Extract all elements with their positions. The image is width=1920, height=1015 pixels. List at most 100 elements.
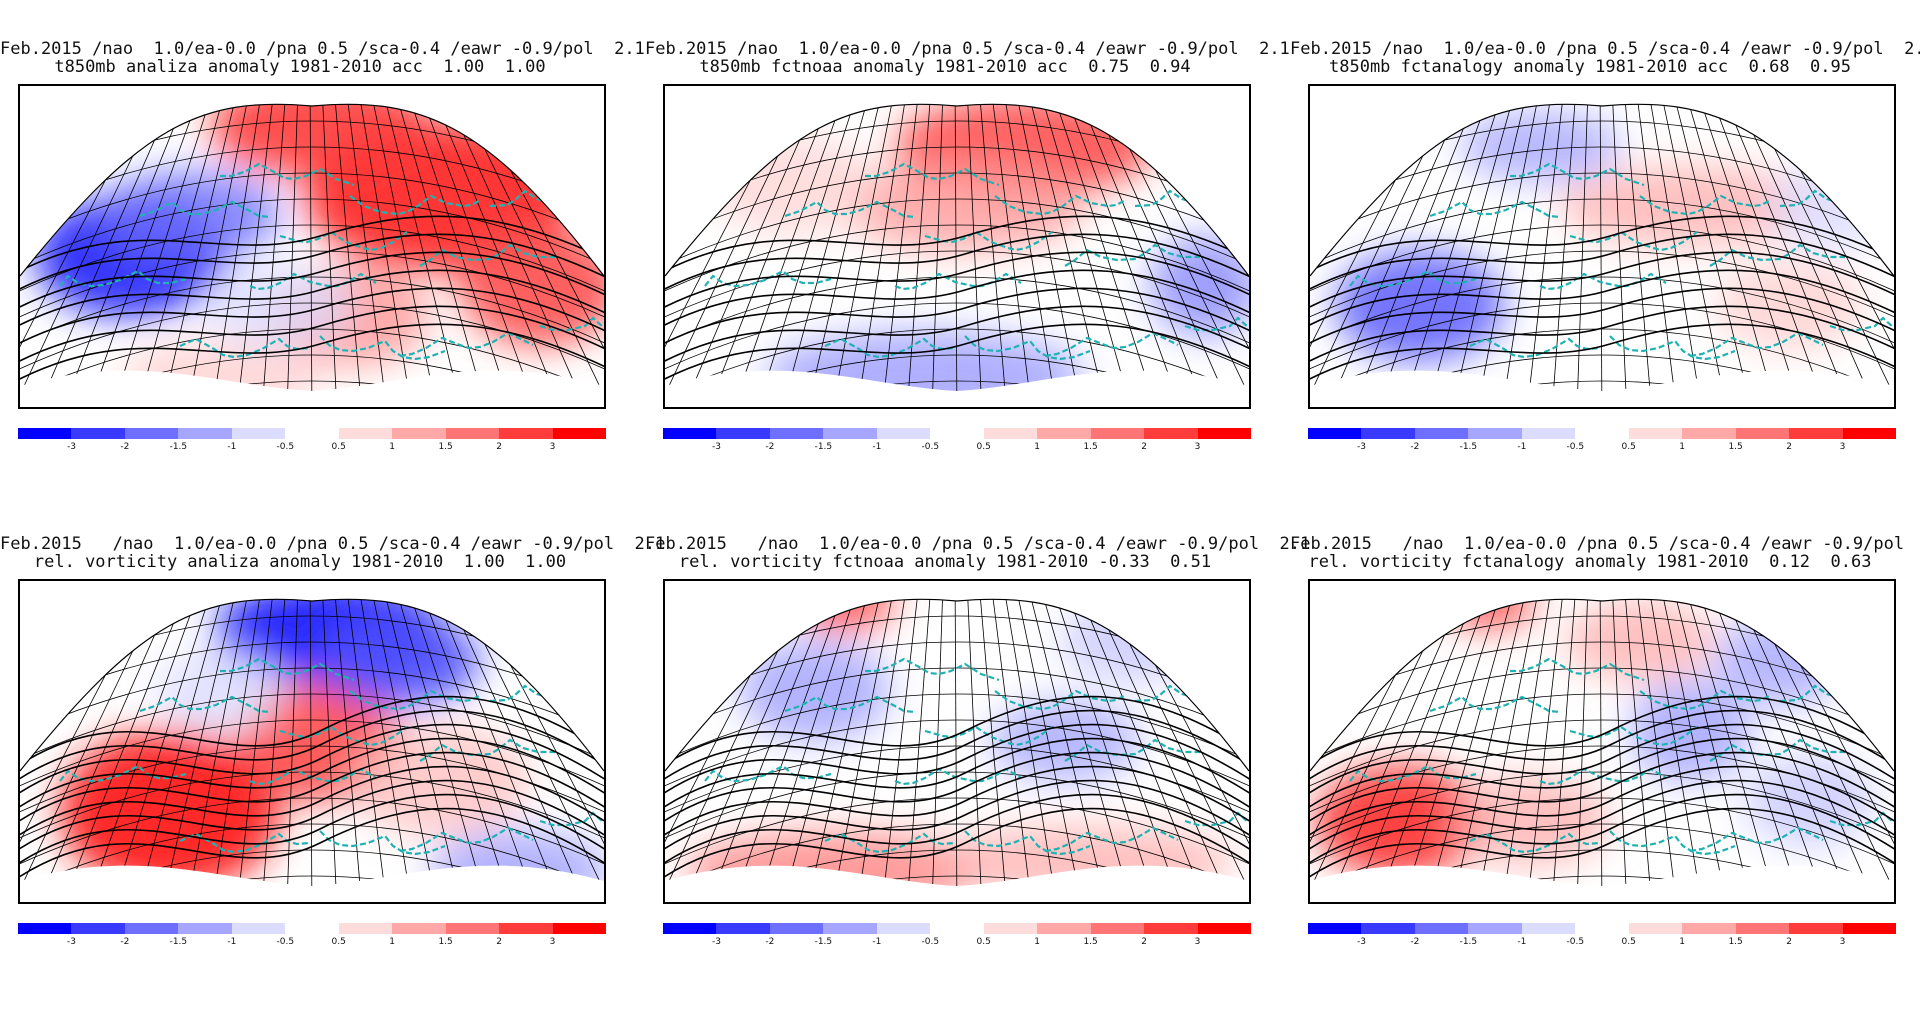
contour-lines <box>665 215 1249 385</box>
colorbar-swatch <box>1308 428 1362 439</box>
colorbar-swatch <box>769 923 824 934</box>
contour-lines <box>20 215 604 385</box>
colorbar-tick-label: 2 <box>496 442 502 452</box>
panel-title-line2: rel. vorticity fctanalogy anomaly 1981-2… <box>1308 552 1872 572</box>
colorbar-tick-label: -1 <box>227 442 237 452</box>
anomaly-map <box>1310 598 1894 886</box>
colorbar-tick-label: 1 <box>389 442 396 452</box>
colorbar-tick-label: 1.5 <box>1083 937 1098 947</box>
colorbar-tick-label: -0.5 <box>921 937 940 947</box>
colorbar-swatch <box>1468 923 1523 934</box>
colorbar-tick-label: -0.5 <box>276 937 295 947</box>
map-panel-p1: Feb.2015 /nao 1.0/ea-0.0 /pna 0.5 /sca-0… <box>0 39 645 520</box>
colorbar-swatch <box>552 428 607 439</box>
colorbar-swatch <box>876 923 931 934</box>
colorbar-tick-label: -0.5 <box>921 442 940 452</box>
panel-title-line1: Feb.2015 /nao 1.0/ea-0.0 /pna 0.5 /sca-0… <box>0 39 645 59</box>
colorbar-swatch <box>823 428 878 439</box>
colorbar-swatch <box>823 923 878 934</box>
map-panel-p5: Feb.2015 /nao 1.0/ea-0.0 /pna 0.5 /sca-0… <box>645 535 1310 1015</box>
panel-title-line2: t850mb fctnoaa anomaly 1981-2010 acc 0.7… <box>699 57 1191 77</box>
colorbar-swatch <box>178 428 233 439</box>
colorbar-swatch <box>1628 923 1683 934</box>
panel-title-line2: t850mb fctanalogy anomaly 1981-2010 acc … <box>1329 57 1851 77</box>
colorbar-swatch <box>1037 428 1092 439</box>
colorbar-swatch <box>1414 923 1469 934</box>
colorbar-tick-label: -2 <box>765 937 775 947</box>
colorbar-tick-label: -1 <box>872 442 882 452</box>
panel-title-line2: rel. vorticity fctnoaa anomaly 1981-2010… <box>678 552 1212 572</box>
colorbar-swatch <box>552 923 607 934</box>
anomaly-shading <box>1715 615 1845 707</box>
colorbar-swatch <box>1414 428 1469 439</box>
colorbar-swatch <box>1735 923 1790 934</box>
colorbar-swatch <box>1361 923 1416 934</box>
colorbar-swatch <box>338 428 393 439</box>
colorbar-swatch <box>1682 923 1737 934</box>
colorbar-swatch <box>1521 923 1576 934</box>
colorbar-tick-label: -1 <box>1517 937 1527 947</box>
anomaly-shading <box>765 330 1085 391</box>
domain-arc <box>665 103 1249 277</box>
anomaly-shading <box>1460 110 1620 182</box>
colorbar-tick-label: -1.5 <box>1459 442 1478 452</box>
colorbar-tick-label: -1.5 <box>814 937 833 947</box>
colorbar-swatch <box>18 428 72 439</box>
colorbar-swatch <box>983 923 1038 934</box>
panel-title-line1: Feb.2015 /nao 1.0/ea-0.0 /pna 0.5 /sca-0… <box>1290 39 1920 59</box>
colorbar-swatch <box>445 428 500 439</box>
panel-title-line2: t850mb analiza anomaly 1981-2010 acc 1.0… <box>54 57 546 77</box>
colorbar-swatch <box>231 428 286 439</box>
contour-lines <box>665 695 1249 884</box>
colorbar-swatch <box>1842 923 1897 934</box>
anomaly-map <box>20 598 604 886</box>
colorbar-tick-label: 3 <box>549 442 556 452</box>
colorbar-swatch <box>930 923 985 934</box>
anomaly-shading <box>1715 260 1865 352</box>
colorbar-tick-label: -3 <box>711 937 721 947</box>
colorbar-swatch <box>338 923 393 934</box>
colorbar-tick-label: -1 <box>872 937 882 947</box>
colorbar-tick-label: -2 <box>120 442 130 452</box>
map-domain <box>20 599 604 886</box>
colorbar-swatch <box>930 428 985 439</box>
coastlines <box>59 162 604 361</box>
colorbar-swatch <box>231 923 286 934</box>
colorbar: -3 -2 -1.5 -1 -0.5 0.5 1 1.5 2 3 <box>663 923 1252 951</box>
colorbar-swatch <box>1037 923 1092 934</box>
colorbar-swatch <box>392 923 447 934</box>
colorbar-tick-label: -2 <box>1410 937 1420 947</box>
colorbar-swatch <box>1468 428 1523 439</box>
colorbar-tick-label: -0.5 <box>1566 442 1585 452</box>
colorbar-swatch <box>1789 428 1844 439</box>
contour-lines <box>1310 695 1894 884</box>
colorbar-swatch <box>876 428 931 439</box>
colorbar-tick-label: 2 <box>496 937 502 947</box>
colorbar-swatch <box>1842 428 1897 439</box>
anomaly-map <box>665 103 1249 391</box>
colorbar-tick-label: 0.5 <box>331 937 346 947</box>
colorbar-tick-label: 0.5 <box>976 937 991 947</box>
colorbar-swatch <box>1308 923 1362 934</box>
colorbar-tick-label: 3 <box>1839 442 1846 452</box>
map-panel-p2: Feb.2015 /nao 1.0/ea-0.0 /pna 0.5 /sca-0… <box>645 40 1290 520</box>
colorbar: -3 -2 -1.5 -1 -0.5 0.5 1 1.5 2 3 <box>18 923 607 951</box>
domain-arc <box>20 103 604 277</box>
colorbar-tick-label: -2 <box>1410 442 1420 452</box>
colorbar-tick-label: -1.5 <box>169 442 188 452</box>
colorbar-swatch <box>499 923 554 934</box>
domain-arc <box>20 598 604 772</box>
colorbar: -3 -2 -1.5 -1 -0.5 0.5 1 1.5 2 3 <box>663 428 1252 456</box>
anomaly-shading <box>120 340 320 391</box>
colorbar-swatch <box>1682 428 1737 439</box>
colorbar-swatch <box>716 923 771 934</box>
panel-title-line1: Feb.2015 /nao 1.0/ea-0.0 /pna 0.5 /sca-0… <box>1290 534 1920 554</box>
colorbar-tick-label: 3 <box>1194 442 1201 452</box>
contour-lines <box>20 695 604 884</box>
colorbar-swatch <box>1575 428 1630 439</box>
map-frame <box>1308 84 1896 409</box>
anomaly-shading <box>320 615 480 707</box>
colorbar-tick-label: -3 <box>1356 442 1366 452</box>
colorbar-swatch <box>445 923 500 934</box>
colorbar-tick-label: 0.5 <box>1621 937 1636 947</box>
